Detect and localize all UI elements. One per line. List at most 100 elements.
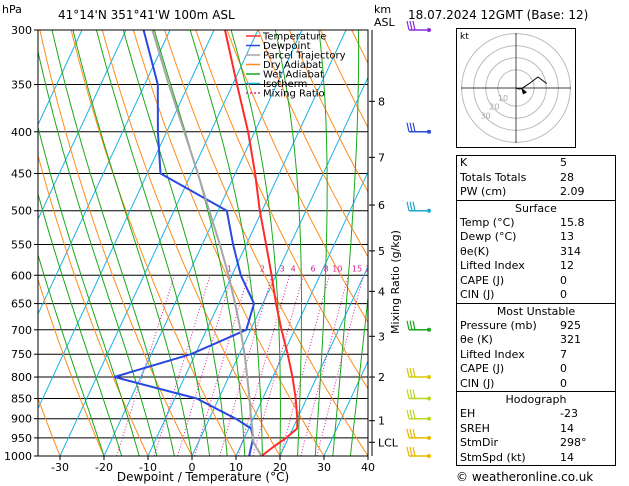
most-unstable-index-value: 925 bbox=[560, 318, 581, 332]
series-temperature bbox=[224, 30, 299, 456]
wind-barb-feather bbox=[409, 122, 413, 132]
pressure-tick-label: 1000 bbox=[4, 450, 32, 463]
temperature-tick-label: 0 bbox=[189, 461, 196, 474]
wind-barb-feather bbox=[406, 20, 410, 31]
index-label: K bbox=[460, 156, 468, 169]
mixing-ratio-label: 15 bbox=[352, 264, 362, 273]
mixing-ratio-label: 25 bbox=[376, 264, 386, 273]
dry-adiabat-line bbox=[38, 396, 61, 456]
surface-index-row: CAPE (J) 0 bbox=[457, 274, 615, 289]
wet-adiabat-line bbox=[230, 30, 281, 456]
mixing-ratio-line bbox=[316, 275, 364, 456]
isotherm-line bbox=[235, 170, 368, 456]
hodograph-ring-label: 20 bbox=[489, 103, 499, 112]
wind-barb-feather bbox=[409, 428, 413, 438]
most-unstable-index-label: CAPE (J) bbox=[460, 362, 505, 375]
wind-barb-feather bbox=[412, 389, 416, 399]
surface-index-value: 0 bbox=[560, 273, 567, 287]
hodograph-index-row: SREH 14 bbox=[457, 422, 615, 437]
dry-adiabat-line bbox=[38, 153, 149, 456]
surface-index-row: θe(K) 314 bbox=[457, 245, 615, 260]
most-unstable-index-label: Pressure (mb) bbox=[460, 318, 537, 332]
temperature-tick-label: 10 bbox=[229, 461, 243, 474]
surface-title: Surface bbox=[457, 199, 615, 216]
datetime-title: 18.07.2024 12GMT (Base: 12) bbox=[408, 8, 588, 22]
wind-barb-feather bbox=[409, 409, 413, 419]
mixing-ratio-label: 20 bbox=[365, 264, 375, 273]
temperature-tick-label: -30 bbox=[51, 461, 69, 474]
wet-adiabat-line bbox=[38, 125, 140, 456]
wet-adiabat-line bbox=[51, 30, 175, 456]
most-unstable-indices: Pressure (mb) 925 θe (K) 321 Lifted Index 7 CA… bbox=[457, 319, 615, 392]
hodograph-index-value: -23 bbox=[560, 407, 578, 420]
dry-adiabat-line bbox=[195, 30, 368, 390]
most-unstable-index-row: θe (K) 321 bbox=[457, 333, 615, 348]
most-unstable-index-label: θe (K) bbox=[460, 333, 493, 346]
most-unstable-index-value: 0 bbox=[560, 362, 567, 375]
wind-barb-feather bbox=[406, 122, 410, 132]
x-axis-label: Dewpoint / Temperature (°C) bbox=[117, 470, 289, 484]
height-tick-label: 6 bbox=[378, 199, 385, 212]
isotherm-line bbox=[38, 30, 127, 221]
index-value: 5 bbox=[560, 156, 567, 169]
pressure-tick-label: 600 bbox=[11, 269, 32, 282]
most-unstable-index-value: 0 bbox=[560, 376, 567, 390]
legend-entry: Wet Adiabat bbox=[263, 70, 324, 81]
wind-barb-feather bbox=[412, 122, 416, 132]
most-unstable-index-label: CIN (J) bbox=[460, 376, 495, 390]
mixing-ratio-label: 4 bbox=[291, 264, 296, 273]
mixing-ratio-axis-label: Mixing Ratio (g/kg) bbox=[389, 230, 402, 334]
dry-adiabat-line bbox=[38, 278, 105, 456]
hodograph-index-label: StmDir bbox=[460, 436, 499, 449]
wind-barb-dot bbox=[427, 208, 431, 213]
isotherm-line bbox=[38, 30, 83, 126]
wind-barb-dot bbox=[427, 129, 431, 134]
hodograph-index-row: StmDir 298° bbox=[457, 436, 615, 451]
legend-entry: Dry Adiabat bbox=[263, 60, 322, 71]
pressure-tick-label: 750 bbox=[11, 348, 32, 361]
index-value: 28 bbox=[560, 170, 574, 184]
surface-index-row: Temp (°C) 15.8 bbox=[457, 216, 615, 231]
wind-barb-dot bbox=[427, 375, 431, 380]
temperature-tick-label: -10 bbox=[139, 461, 157, 474]
surface-index-value: 0 bbox=[560, 288, 567, 301]
surface-index-value: 15.8 bbox=[560, 215, 585, 229]
indices-panel: K 5 Totals Totals 28 PW (cm) 2.09 Surface Tem… bbox=[456, 155, 616, 466]
wind-barb-feather bbox=[412, 409, 416, 419]
pressure-tick-label: 400 bbox=[11, 126, 32, 139]
mixing-ratio-label: 10 bbox=[332, 264, 342, 273]
axes: 3003504004505005506006507007508008509009… bbox=[4, 24, 399, 474]
pressure-tick-label: 350 bbox=[11, 79, 32, 92]
mixing-ratio-line bbox=[116, 275, 176, 456]
height-tick-label: LCL bbox=[378, 436, 399, 449]
wind-barb-feather bbox=[406, 367, 410, 378]
hodograph-index-row: StmSpd (kt) 14 bbox=[457, 451, 615, 466]
legend-entry: Parcel Trajectory bbox=[263, 51, 346, 62]
surface-index-row: Dewp (°C) 13 bbox=[457, 230, 615, 245]
profile-lines bbox=[113, 30, 299, 456]
wind-barb-feather bbox=[412, 446, 416, 457]
wet-adiabat-line bbox=[38, 192, 123, 456]
legend-entry: Isotherm bbox=[263, 79, 307, 90]
wet-adiabat-line bbox=[38, 49, 158, 456]
mixing-ratio-line bbox=[300, 275, 349, 456]
index-label: PW (cm) bbox=[460, 185, 507, 198]
wet-adiabat-line bbox=[189, 30, 263, 456]
wet-adiabat-line bbox=[314, 30, 328, 456]
surface-index-value: 13 bbox=[560, 230, 574, 243]
wind-barb-feather bbox=[412, 20, 416, 31]
wind-barb-feather bbox=[409, 20, 413, 31]
legend-entry: Temperature bbox=[262, 32, 326, 43]
wet-adiabat-line bbox=[274, 30, 302, 456]
wind-barb-feather bbox=[412, 367, 416, 378]
wind-barb-feather bbox=[412, 201, 416, 211]
hodograph-indices: EH -23 SREH 14 StmDir 298° StmSpd (kt) 14 bbox=[457, 407, 615, 465]
hodograph-index-value: 14 bbox=[560, 421, 574, 435]
temperature-tick-label: -20 bbox=[95, 461, 113, 474]
footer-copyright: © weatheronline.co.uk bbox=[456, 470, 594, 484]
hodograph-index-label: SREH bbox=[460, 421, 490, 435]
wind-barb-dot bbox=[427, 435, 431, 440]
hodograph-index-value: 298° bbox=[560, 436, 587, 449]
